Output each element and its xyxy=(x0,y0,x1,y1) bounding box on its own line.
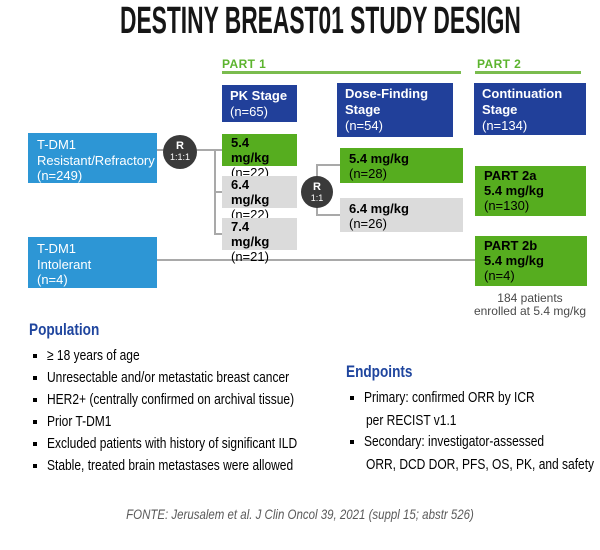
pk-arm-64: 6.4 mg/kg (n=22) xyxy=(222,176,297,222)
part2-label: PART 2 xyxy=(477,57,522,71)
pk-arm-74: 7.4 mg/kg (n=21) xyxy=(222,218,297,264)
list-item: Primary: confirmed ORR by ICR xyxy=(346,390,596,405)
dose-finding-arm-64-dose: 6.4 mg/kg xyxy=(349,201,409,216)
population-list: ≥ 18 years of age Unresectable and/or me… xyxy=(29,348,349,473)
bullet-square-icon xyxy=(33,354,37,358)
endpoint-secondary-line1: Secondary: investigator-assessed xyxy=(364,433,545,450)
population-item-text: Unresectable and/or metastatic breast ca… xyxy=(47,369,290,386)
pk-stage-title: PK Stage xyxy=(230,88,288,103)
population-item-text: Excluded patients with history of signif… xyxy=(47,435,298,452)
randomization-1-1-r: R xyxy=(313,181,321,193)
part2b-box: PART 2b 5.4 mg/kg (n=4) xyxy=(475,236,587,286)
endpoints-list: Primary: confirmed ORR by ICR per RECIST… xyxy=(346,390,596,473)
part2a-label: PART 2a xyxy=(484,168,537,183)
tdm1-resistant-line2: Resistant/Refractory xyxy=(37,152,155,168)
list-item: Excluded patients with history of signif… xyxy=(29,436,349,451)
page-title: DESTINY BREAST01 STUDY DESIGN xyxy=(120,0,521,42)
part1-label: PART 1 xyxy=(222,57,267,71)
enrollment-note-line2: enrolled at 5.4 mg/kg xyxy=(473,304,587,318)
list-item: Prior T-DM1 xyxy=(29,414,349,429)
enrollment-note-line1: 184 patients xyxy=(497,291,563,305)
enrollment-note: 184 patients enrolled at 5.4 mg/kg xyxy=(460,292,600,318)
bullet-square-icon xyxy=(33,442,37,446)
randomization-1-1-1-ratio: 1:1:1 xyxy=(169,152,191,162)
part2a-dose: 5.4 mg/kg xyxy=(484,183,544,198)
dose-finding-arm-64-n: (n=26) xyxy=(349,216,387,231)
list-item: HER2+ (centrally confirmed on archival t… xyxy=(29,392,349,407)
connector-pk-stub-74 xyxy=(214,233,222,235)
dose-finding-arm-54-n: (n=28) xyxy=(349,166,387,181)
population-item-text: Stable, treated brain metastases were al… xyxy=(47,457,294,474)
connector-df-stub-54 xyxy=(316,164,340,166)
bullet-square-icon xyxy=(33,420,37,424)
part1-underline xyxy=(222,71,461,74)
pk-arm-54: 5.4 mg/kg (n=22) xyxy=(222,134,297,180)
connector-pk-stub-64 xyxy=(214,191,222,193)
connector-intolerant-to-part2b xyxy=(157,259,475,261)
pk-arm-54-dose: 5.4 mg/kg xyxy=(231,135,270,165)
bullet-square-icon xyxy=(33,376,37,380)
connector-df-stub-64 xyxy=(316,214,340,216)
bullet-square-icon xyxy=(350,440,354,444)
endpoint-secondary-line2: ORR, DCD DOR, PFS, OS, PK, and safety xyxy=(366,456,595,473)
bullet-square-icon xyxy=(33,464,37,468)
pk-arm-74-n: (n=21) xyxy=(231,249,269,264)
tdm1-resistant-line1: T-DM1 xyxy=(37,137,76,152)
randomization-1-1-circle: R 1:1 xyxy=(301,176,333,208)
population-item-text: Prior T-DM1 xyxy=(47,413,112,430)
continuation-n: (n=134) xyxy=(482,118,528,133)
population-heading: Population xyxy=(29,320,100,339)
list-item-continuation: per RECIST v1.1 xyxy=(346,412,596,429)
dose-finding-n: (n=54) xyxy=(345,118,383,133)
randomization-1-1-ratio: 1:1 xyxy=(310,193,324,203)
pk-arm-74-dose: 7.4 mg/kg xyxy=(231,219,270,249)
continuation-title-line2: Stage xyxy=(482,102,518,117)
part2-underline xyxy=(475,71,581,74)
dose-finding-arm-54: 5.4 mg/kg (n=28) xyxy=(340,148,463,183)
pk-stage-header: PK Stage (n=65) xyxy=(222,85,297,122)
list-item: Unresectable and/or metastatic breast ca… xyxy=(29,370,349,385)
endpoints-section: Endpoints Primary: confirmed ORR by ICR … xyxy=(346,363,596,478)
endpoint-primary-line2: per RECIST v1.1 xyxy=(366,412,457,429)
tdm1-intolerant-line2: Intolerant xyxy=(37,256,92,272)
endpoint-primary-line1: Primary: confirmed ORR by ICR xyxy=(364,389,535,406)
dose-finding-stage-header: Dose-Finding Stage (n=54) xyxy=(337,83,453,137)
pk-stage-n: (n=65) xyxy=(230,104,268,119)
tdm1-resistant-n: (n=249) xyxy=(37,168,83,183)
continuation-title-line1: Continuation xyxy=(482,86,563,101)
tdm1-intolerant-box: T-DM1 Intolerant (n=4) xyxy=(28,237,157,288)
part2b-n: (n=4) xyxy=(484,268,515,283)
part2a-box: PART 2a 5.4 mg/kg (n=130) xyxy=(475,166,586,216)
dose-finding-title-line2: Stage xyxy=(345,102,381,117)
part2b-dose: 5.4 mg/kg xyxy=(484,253,544,268)
dose-finding-arm-54-dose: 5.4 mg/kg xyxy=(349,151,409,166)
tdm1-intolerant-n: (n=4) xyxy=(37,272,68,287)
population-item-text: ≥ 18 years of age xyxy=(47,347,140,364)
randomization-1-1-1-r: R xyxy=(176,140,184,152)
dose-finding-arm-64: 6.4 mg/kg (n=26) xyxy=(340,198,463,232)
bullet-square-icon xyxy=(350,396,354,400)
population-item-text: HER2+ (centrally confirmed on archival t… xyxy=(47,391,295,408)
continuation-stage-header: Continuation Stage (n=134) xyxy=(474,83,586,135)
endpoints-heading: Endpoints xyxy=(346,362,413,381)
list-item-continuation: ORR, DCD DOR, PFS, OS, PK, and safety xyxy=(346,456,596,473)
tdm1-intolerant-line1: T-DM1 xyxy=(37,241,76,256)
part2b-label: PART 2b xyxy=(484,238,538,253)
dose-finding-title-line1: Dose-Finding xyxy=(345,86,429,101)
pk-arm-64-dose: 6.4 mg/kg xyxy=(231,177,270,207)
source-citation: FONTE: Jerusalem et al. J Clin Oncol 39,… xyxy=(126,506,474,522)
list-item: Stable, treated brain metastases were al… xyxy=(29,458,349,473)
bullet-square-icon xyxy=(33,398,37,402)
randomization-1-1-1-circle: R 1:1:1 xyxy=(163,135,197,169)
tdm1-resistant-box: T-DM1 Resistant/Refractory (n=249) xyxy=(28,133,157,183)
population-section: Population ≥ 18 years of age Unresectabl… xyxy=(29,321,349,480)
list-item: Secondary: investigator-assessed xyxy=(346,434,596,449)
list-item: ≥ 18 years of age xyxy=(29,348,349,363)
part2a-n: (n=130) xyxy=(484,198,530,213)
